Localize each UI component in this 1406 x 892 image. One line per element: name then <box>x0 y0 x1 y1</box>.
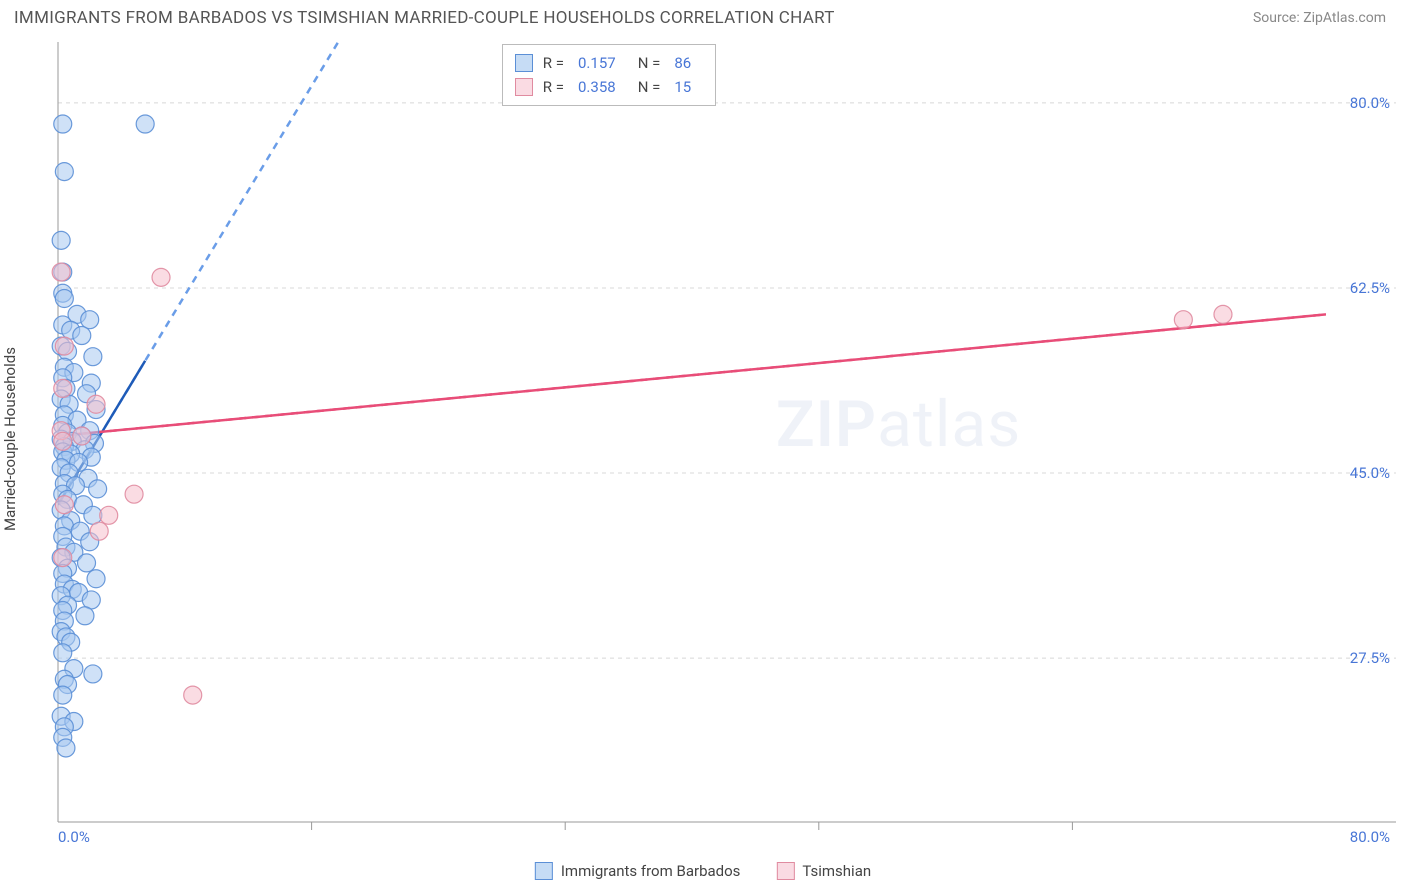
legend-item-blue: Immigrants from Barbados <box>535 862 741 880</box>
svg-text:80.0%: 80.0% <box>1350 94 1390 112</box>
series-name-pink: Tsimshian <box>802 862 871 880</box>
n-value-pink: 15 <box>674 75 691 99</box>
header: IMMIGRANTS FROM BARBADOS VS TSIMSHIAN MA… <box>0 0 1406 36</box>
y-axis-label: Married-couple Households <box>1 347 19 531</box>
legend-swatch-pink <box>515 78 533 96</box>
series-name-blue: Immigrants from Barbados <box>561 862 741 880</box>
r-value-pink: 0.358 <box>578 75 616 99</box>
svg-text:27.5%: 27.5% <box>1350 649 1390 667</box>
r-value-blue: 0.157 <box>578 51 616 75</box>
r-label: R = <box>543 75 564 99</box>
legend-swatch-pink <box>776 862 794 880</box>
chart-container: 27.5% 45.0% 62.5% 80.0% 0.0% 80.0% R = 0.157 … <box>48 42 1396 844</box>
bottom-legend: Immigrants from Barbados Tsimshian <box>535 862 871 880</box>
svg-text:45.0%: 45.0% <box>1350 464 1390 482</box>
legend-swatch-blue <box>535 862 553 880</box>
r-label: R = <box>543 51 564 75</box>
chart-title: IMMIGRANTS FROM BARBADOS VS TSIMSHIAN MA… <box>14 8 835 28</box>
source-label: Source: ZipAtlas.com <box>1253 10 1386 26</box>
n-label: N = <box>638 75 661 99</box>
legend-item-pink: Tsimshian <box>776 862 871 880</box>
correlation-legend: R = 0.157 N = 86 R = 0.358 N = 15 <box>502 44 716 106</box>
legend-row-pink: R = 0.358 N = 15 <box>515 75 703 99</box>
legend-swatch-blue <box>515 54 533 72</box>
svg-text:62.5%: 62.5% <box>1350 279 1390 297</box>
svg-text:0.0%: 0.0% <box>58 828 90 844</box>
scatter-chart: 27.5% 45.0% 62.5% 80.0% 0.0% 80.0% <box>48 42 1396 844</box>
svg-text:80.0%: 80.0% <box>1350 828 1390 844</box>
n-label: N = <box>638 51 661 75</box>
legend-row-blue: R = 0.157 N = 86 <box>515 51 703 75</box>
n-value-blue: 86 <box>674 51 691 75</box>
